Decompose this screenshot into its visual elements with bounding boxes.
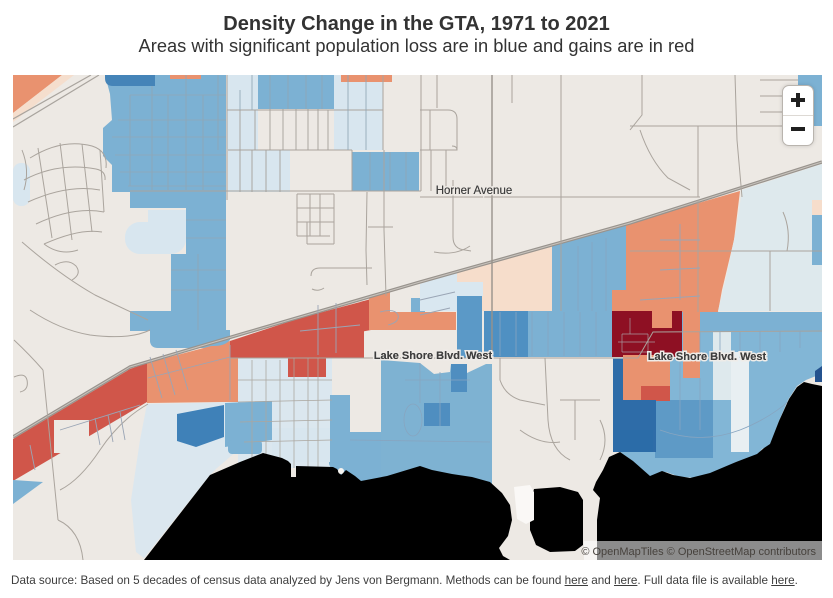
svg-text:© OpenMapTiles © OpenStreetMap: © OpenMapTiles © OpenStreetMap contribut… [581,546,816,558]
svg-text:Horner Avenue: Horner Avenue [436,185,513,197]
svg-text:Lake Shore Blvd. West: Lake Shore Blvd. West [648,351,767,363]
svg-text:Lake Shore Blvd. West: Lake Shore Blvd. West [648,351,767,363]
svg-text:Horner Avenue: Horner Avenue [436,185,513,197]
svg-text:Lake Shore Blvd. West: Lake Shore Blvd. West [374,350,493,362]
svg-text:Lake Shore Blvd. West: Lake Shore Blvd. West [374,350,493,362]
